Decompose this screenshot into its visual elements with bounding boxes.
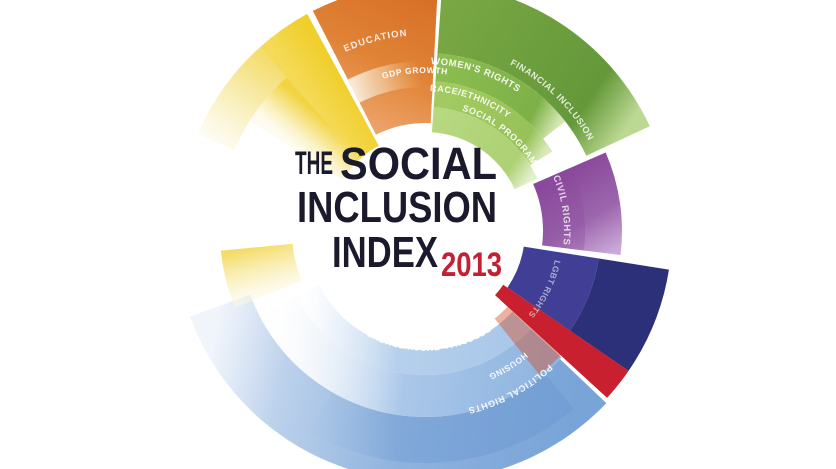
title-social: SOCIAL [340,138,497,189]
segment-purple-inner-overlay [533,167,586,251]
title-index: INDEX [332,228,438,277]
segment-red [495,284,629,398]
segment-orange-gdp-band [347,61,422,103]
segment-blue-outer-dark [309,373,575,464]
segment-blue-inner [296,285,531,375]
segment-orange-main [312,0,438,135]
segment-red-overlay [494,306,561,375]
segment-green-lighter [431,107,538,190]
segment-green-light [433,81,553,166]
segment-yellow-inner [249,77,361,180]
segment-yellow-bottom [220,243,302,308]
title-the: THE [295,145,333,181]
segment-navy-outer [570,258,669,371]
segment-blue-mid [259,296,562,418]
title-inclusion: INCLUSION [297,183,497,232]
title-year: 2013 [441,246,502,284]
wordmark: THE SOCIAL INCLUSION INDEX 2013 [295,138,502,284]
segment-green-mid [435,53,566,139]
segment-green-dark [437,0,650,156]
segment-navy-inner [507,246,599,331]
segment-yellow-outer-pale [197,47,287,151]
segment-yellow-bright [259,13,379,159]
segment-purple [533,152,622,256]
